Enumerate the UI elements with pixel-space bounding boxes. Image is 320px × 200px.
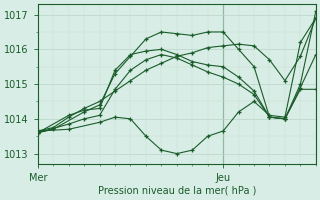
X-axis label: Pression niveau de la mer( hPa ): Pression niveau de la mer( hPa ) xyxy=(98,186,256,196)
